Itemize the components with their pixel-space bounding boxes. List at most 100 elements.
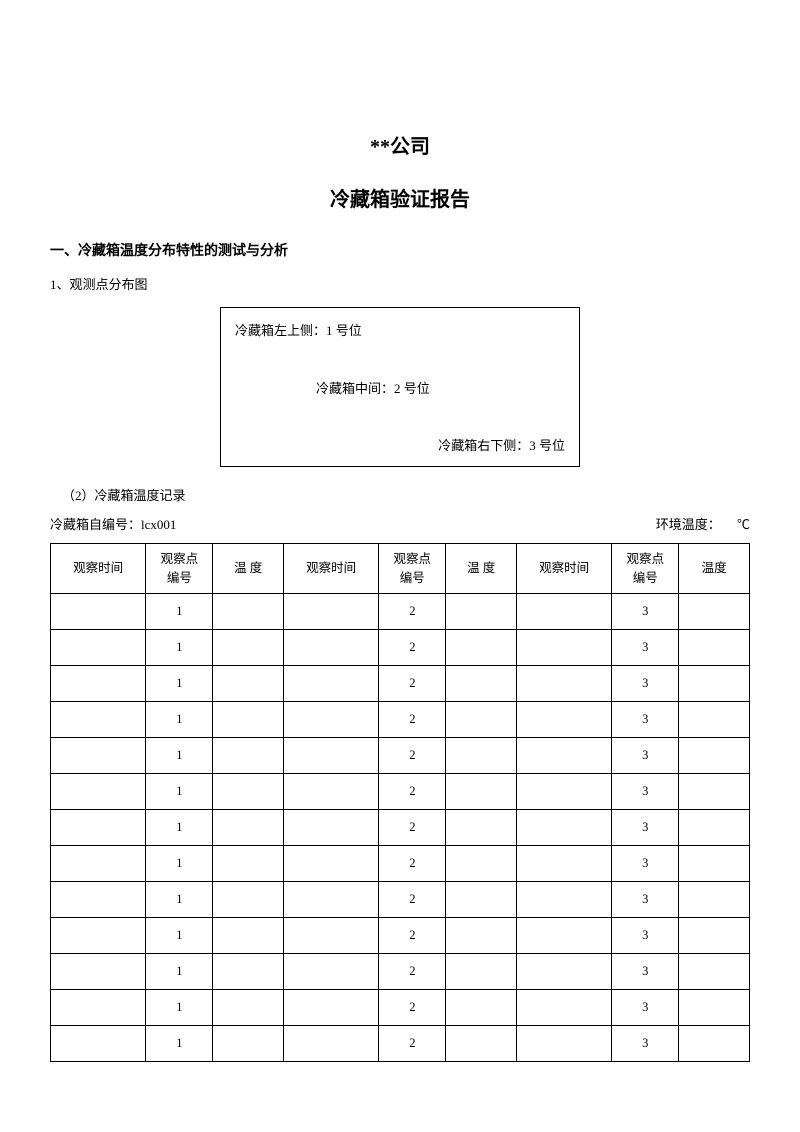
table-row: 123 (51, 882, 750, 918)
table-cell (679, 810, 750, 846)
table-cell: 1 (146, 1026, 213, 1062)
table-cell: 1 (146, 738, 213, 774)
table-cell: 2 (379, 846, 446, 882)
table-cell: 3 (612, 882, 679, 918)
table-cell (516, 810, 611, 846)
box-id-label: 冷藏箱自编号： (50, 517, 141, 532)
table-cell: 2 (379, 810, 446, 846)
table-cell (51, 882, 146, 918)
table-cell (446, 738, 517, 774)
table-cell (213, 702, 284, 738)
table-row: 1 2 3 (51, 810, 750, 846)
table-cell: 3 (612, 918, 679, 954)
table-cell (51, 954, 146, 990)
table-cell (213, 630, 284, 666)
diagram-position-3: 冷藏箱右下侧：3 号位 (438, 435, 565, 454)
table-cell (446, 954, 517, 990)
table-row: 123 (51, 990, 750, 1026)
table-cell: 1 (146, 774, 213, 810)
table-cell (283, 846, 378, 882)
table-cell (679, 594, 750, 630)
table-cell (516, 918, 611, 954)
table-cell (516, 594, 611, 630)
table-row: 123 (51, 846, 750, 882)
table-row: 1 2 3 (51, 702, 750, 738)
table-cell (446, 666, 517, 702)
table-cell: 1 (146, 954, 213, 990)
table-cell (51, 774, 146, 810)
table-cell (51, 738, 146, 774)
table-cell: 2 (379, 1026, 446, 1062)
table-cell (213, 918, 284, 954)
table-cell (446, 846, 517, 882)
table-row: 1 2 3 (51, 594, 750, 630)
table-cell: 1 (146, 810, 213, 846)
table-cell: 2 (379, 918, 446, 954)
table-cell (213, 882, 284, 918)
table-cell (516, 954, 611, 990)
col-header-temp-3: 温度 (679, 544, 750, 594)
table-cell (213, 810, 284, 846)
table-cell (283, 738, 378, 774)
table-cell (283, 810, 378, 846)
table-cell: 3 (612, 774, 679, 810)
col-header-time-2: 观察时间 (283, 544, 378, 594)
table-cell (283, 630, 378, 666)
table-cell: 2 (379, 954, 446, 990)
sub-1-label: 1、观测点分布图 (50, 274, 750, 293)
table-cell (516, 1026, 611, 1062)
box-id: 冷藏箱自编号：lcx001 (50, 514, 176, 533)
diagram-position-1: 冷藏箱左上侧：1 号位 (235, 320, 362, 339)
table-cell: 3 (612, 990, 679, 1026)
table-cell (679, 954, 750, 990)
table-cell (51, 1026, 146, 1062)
table-cell (51, 630, 146, 666)
table-cell (446, 774, 517, 810)
table-cell: 1 (146, 594, 213, 630)
table-cell (679, 882, 750, 918)
table-cell: 1 (146, 882, 213, 918)
table-cell (51, 846, 146, 882)
table-cell (51, 918, 146, 954)
table-row: 123 (51, 666, 750, 702)
table-cell (213, 774, 284, 810)
table-cell (213, 666, 284, 702)
col-header-point-3: 观察点编号 (612, 544, 679, 594)
table-cell: 3 (612, 594, 679, 630)
table-cell (516, 774, 611, 810)
table-cell: 3 (612, 702, 679, 738)
table-cell (446, 810, 517, 846)
table-cell (283, 918, 378, 954)
table-cell: 2 (379, 702, 446, 738)
table-cell: 1 (146, 702, 213, 738)
table-cell (51, 810, 146, 846)
table-cell (446, 702, 517, 738)
table-cell (213, 1026, 284, 1062)
env-temp-unit: ℃ (737, 517, 750, 532)
table-cell (516, 630, 611, 666)
table-row: 123 (51, 630, 750, 666)
table-header-row: 观察时间 观察点编号 温 度 观察时间 观察点编号 温 度 观察时间 观察点编号… (51, 544, 750, 594)
meta-row: 冷藏箱自编号：lcx001 环境温度： ℃ (50, 514, 750, 533)
table-cell: 3 (612, 1026, 679, 1062)
diagram-position-2: 冷藏箱中间：2 号位 (316, 378, 430, 397)
table-cell (446, 630, 517, 666)
col-header-temp-1: 温 度 (213, 544, 284, 594)
table-cell (283, 666, 378, 702)
table-cell (51, 702, 146, 738)
table-row: 123 (51, 774, 750, 810)
table-cell (679, 630, 750, 666)
table-cell: 2 (379, 594, 446, 630)
table-body: 123123123123123123123123123123123123123 (51, 594, 750, 1062)
table-cell (51, 594, 146, 630)
table-cell (679, 738, 750, 774)
table-cell: 3 (612, 810, 679, 846)
table-cell (516, 990, 611, 1026)
table-cell (679, 918, 750, 954)
table-cell: 2 (379, 666, 446, 702)
table-cell (516, 846, 611, 882)
table-cell (51, 990, 146, 1026)
table-cell (679, 1026, 750, 1062)
table-cell: 3 (612, 846, 679, 882)
table-cell (516, 702, 611, 738)
